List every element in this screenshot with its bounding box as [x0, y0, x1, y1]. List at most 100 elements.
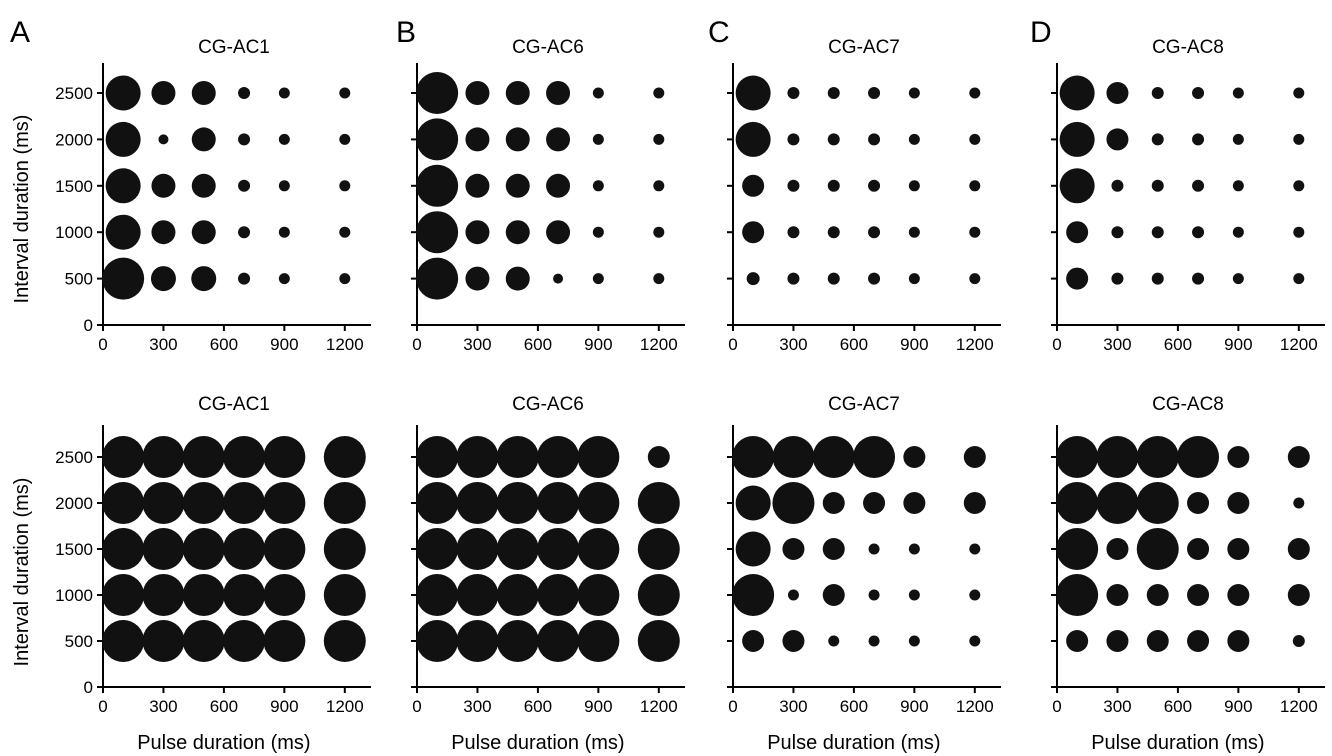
x-tick-label: 900 [270, 697, 298, 716]
data-point [1146, 584, 1169, 606]
data-point [827, 133, 840, 146]
data-point [151, 220, 176, 245]
data-point [1192, 179, 1205, 192]
data-point [908, 273, 920, 285]
y-tick-label: 2000 [55, 130, 93, 149]
x-tick-label: 0 [98, 697, 107, 716]
x-axis-label: Pulse duration (ms) [767, 732, 940, 754]
data-point [868, 226, 881, 239]
data-point [908, 133, 920, 145]
data-point [142, 482, 185, 524]
data-point [416, 257, 459, 300]
data-point [637, 620, 680, 662]
data-point [158, 134, 169, 145]
x-tick-label: 300 [1103, 697, 1131, 716]
data-point [1232, 180, 1244, 192]
panel-title: CG-AC8 [1152, 37, 1224, 58]
data-point [456, 574, 499, 616]
panel-title: CG-AC1 [198, 394, 270, 415]
data-point [742, 174, 765, 197]
x-tick-label: 300 [779, 697, 807, 716]
panel-title: CG-AC7 [828, 37, 900, 58]
x-tick-label: 600 [840, 697, 868, 716]
panel-a2: CG-AC1 0 500 1000 1500 2000 2500 0 300 600 900 1200… [11, 394, 371, 754]
data-point [278, 273, 290, 285]
panel-d2: CG-AC8 0 300 600 900 1200 Pulse duration (ms) [1051, 394, 1325, 754]
data-point [416, 211, 459, 254]
x-axis-label: Pulse duration (ms) [451, 732, 624, 754]
data-point [263, 482, 306, 524]
data-point [323, 436, 366, 478]
data-point [1232, 226, 1244, 238]
data-point [1096, 436, 1139, 478]
data-point [505, 127, 530, 152]
data-point [182, 620, 225, 662]
data-point [505, 266, 530, 291]
data-point [182, 574, 225, 616]
data-point [653, 273, 665, 285]
data-point [546, 81, 571, 105]
data-point [151, 81, 176, 105]
data-point [102, 528, 145, 570]
y-tick-label: 1000 [55, 586, 93, 605]
y-axis-label: Interval duration (ms) [11, 115, 33, 304]
y-tick-label: 2000 [55, 494, 93, 513]
data-point [1192, 226, 1205, 239]
data-point [969, 635, 981, 647]
data-point [223, 620, 266, 662]
data-point [191, 127, 216, 152]
panel-letter-c: C [708, 16, 730, 49]
data-point [868, 589, 880, 601]
data-point [496, 528, 539, 570]
x-tick-label: 1200 [1280, 335, 1318, 354]
data-point [1056, 574, 1099, 616]
data-point [238, 226, 251, 239]
x-tick-label: 1200 [956, 335, 994, 354]
data-point [1293, 226, 1305, 238]
data-point [1136, 482, 1179, 524]
data-point [151, 173, 176, 198]
data-point [908, 589, 920, 601]
data-point [868, 133, 881, 146]
data-point [1187, 630, 1210, 652]
data-point [416, 528, 459, 570]
data-point [1056, 482, 1099, 524]
data-point [496, 620, 539, 662]
panel-letter-b: B [396, 16, 416, 49]
x-tick-label: 0 [98, 335, 107, 354]
panel-b1: CG-AC6 0 300 600 900 1200 [411, 37, 685, 354]
data-point [546, 220, 571, 245]
data-point [1106, 538, 1129, 560]
data-point [868, 272, 881, 285]
data-point [191, 173, 216, 198]
data-point [105, 214, 141, 250]
x-tick-label: 1200 [326, 335, 364, 354]
data-point [496, 482, 539, 524]
data-point [828, 635, 840, 647]
x-axis-label: Pulse duration (ms) [137, 732, 310, 754]
data-point [465, 127, 490, 152]
data-point [278, 180, 290, 192]
data-point [782, 538, 805, 560]
data-point [105, 121, 141, 157]
data-point [969, 133, 981, 145]
data-point [1056, 528, 1099, 570]
data-point [592, 226, 604, 238]
y-tick-label: 0 [84, 678, 93, 697]
data-point [339, 87, 351, 99]
data-point [1227, 446, 1250, 468]
data-point [1066, 221, 1089, 244]
x-tick-label: 600 [524, 697, 552, 716]
panel-title: CG-AC7 [828, 394, 900, 415]
data-point [1287, 584, 1310, 606]
data-point [732, 436, 775, 478]
data-point [1293, 87, 1305, 99]
data-point [827, 179, 840, 192]
data-point [742, 630, 765, 652]
data-point [827, 272, 840, 285]
data-point [1293, 497, 1305, 509]
data-point [863, 492, 886, 514]
data-point [653, 180, 665, 192]
data-point [105, 168, 141, 204]
